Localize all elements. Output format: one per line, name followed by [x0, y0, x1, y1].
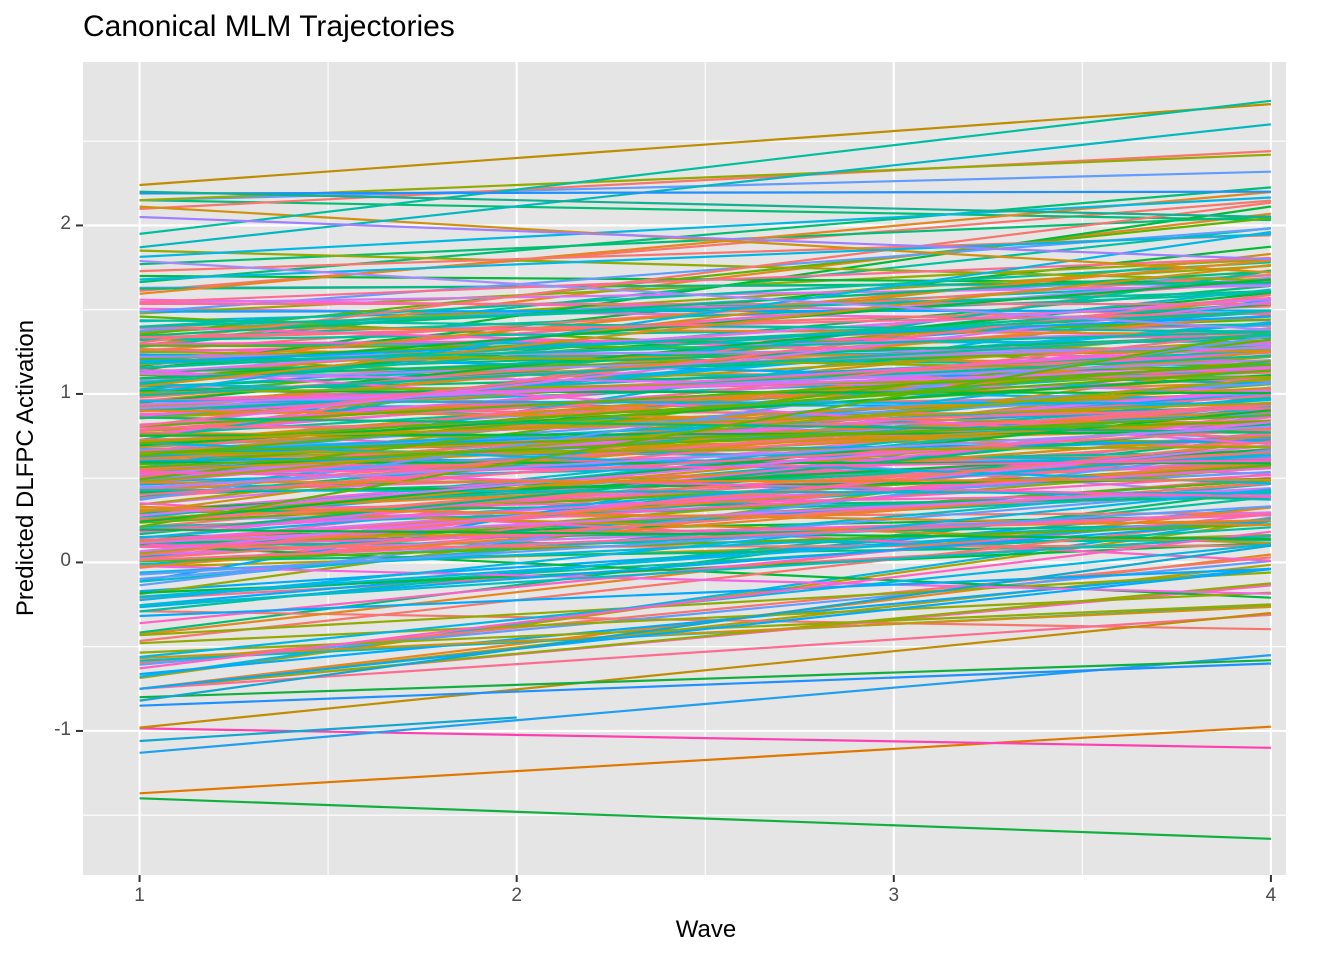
trajectory-line — [139, 256, 1271, 304]
trajectory-line — [139, 196, 1271, 258]
trajectory-line — [139, 363, 1271, 428]
x-tick-label: 4 — [1265, 885, 1277, 906]
trajectory-line — [139, 360, 1271, 457]
y-tick-label: 0 — [60, 550, 71, 572]
trajectory-line — [139, 190, 1271, 195]
trajectory-line — [139, 440, 1272, 557]
trajectory-line — [139, 99, 1272, 235]
trajectory-line — [139, 416, 1271, 434]
trajectory-line — [139, 534, 1271, 607]
trajectory-line — [139, 259, 1271, 331]
y-tick-label: -1 — [54, 718, 71, 740]
trajectory-line — [139, 544, 1272, 702]
trajectory-line — [139, 270, 1271, 338]
trajectory-line — [139, 205, 1271, 274]
trajectory-line — [139, 326, 1271, 336]
trajectory-line — [139, 613, 1271, 690]
trajectory-line — [139, 249, 1271, 282]
trajectory-line — [139, 451, 1271, 539]
trajectory-line — [139, 103, 1271, 187]
y-axis-label: Predicted DLFPC Activation — [12, 319, 39, 617]
trajectory-line — [139, 330, 1271, 365]
trajectory-line — [139, 528, 1271, 540]
trajectory-line — [139, 591, 1271, 645]
trajectory-line — [139, 459, 1271, 475]
trajectory-line — [139, 611, 1272, 729]
trajectory-line — [139, 662, 1271, 707]
x-tick-label: 1 — [134, 885, 145, 906]
trajectory-line — [139, 467, 1271, 533]
trajectory-line — [139, 363, 1272, 514]
trajectory-line — [139, 425, 1271, 489]
trajectory-line — [139, 571, 1271, 637]
trajectory-line — [139, 567, 1272, 676]
axis-ticks — [76, 224, 1272, 882]
trajectory-line — [139, 123, 1272, 249]
trajectory-line — [139, 473, 1271, 542]
trajectory-line — [139, 281, 1271, 290]
y-tick-label: 2 — [60, 213, 71, 235]
trajectory-line — [139, 290, 1271, 328]
x-tick-label: 3 — [888, 885, 900, 906]
x-axis-label: Wave — [675, 916, 737, 943]
trajectory-line — [139, 514, 1271, 548]
trajectory-line — [139, 297, 1271, 374]
trajectory-line — [139, 797, 1271, 840]
trajectory-line — [139, 470, 1271, 499]
trajectory-line — [139, 659, 1271, 699]
trajectory-line — [139, 150, 1271, 210]
trajectory-line — [139, 423, 1272, 536]
trajectory-line — [139, 186, 1271, 284]
x-tick-label: 2 — [511, 885, 522, 906]
trajectory-line — [139, 727, 1271, 749]
trajectory-line — [139, 330, 1272, 528]
trajectory-line — [139, 505, 1271, 576]
trajectory-line — [139, 559, 1272, 666]
trajectory-line — [139, 414, 1271, 469]
trajectory-line — [139, 568, 1272, 690]
trajectory-line — [139, 190, 1271, 295]
trajectory-lines — [139, 99, 1272, 840]
trajectory-line — [139, 292, 1271, 340]
trajectory-line — [139, 401, 1271, 443]
trajectory-line — [139, 263, 1272, 388]
trajectory-line — [139, 478, 1271, 484]
trajectory-line — [139, 215, 1271, 261]
trajectory-line — [139, 567, 1271, 618]
trajectory-line — [139, 428, 1271, 496]
trajectory-line — [139, 366, 1271, 406]
trajectory-line — [139, 488, 1272, 602]
trajectory-line — [139, 369, 1271, 445]
trajectory-line — [139, 390, 1271, 395]
trajectory-line — [139, 201, 1272, 344]
trajectory-line — [139, 530, 1272, 670]
trajectory-line — [139, 420, 1271, 454]
trajectory-line — [139, 716, 517, 743]
trajectory-line — [139, 333, 1271, 397]
trajectory-line — [139, 199, 1271, 222]
trajectory-line — [139, 518, 1271, 598]
trajectory-line — [139, 445, 1271, 455]
trajectory-line — [139, 482, 1271, 560]
chart-title: Canonical MLM Trajectories — [83, 10, 455, 43]
trajectory-line — [139, 605, 1271, 660]
trajectory-line — [139, 190, 1271, 219]
trajectory-line — [139, 512, 1271, 562]
trajectory-line — [139, 334, 1271, 380]
trajectory-line — [139, 725, 1271, 795]
trajectory-line — [139, 523, 1271, 563]
trajectory-line — [139, 400, 1271, 405]
y-tick-label: 1 — [60, 381, 71, 403]
